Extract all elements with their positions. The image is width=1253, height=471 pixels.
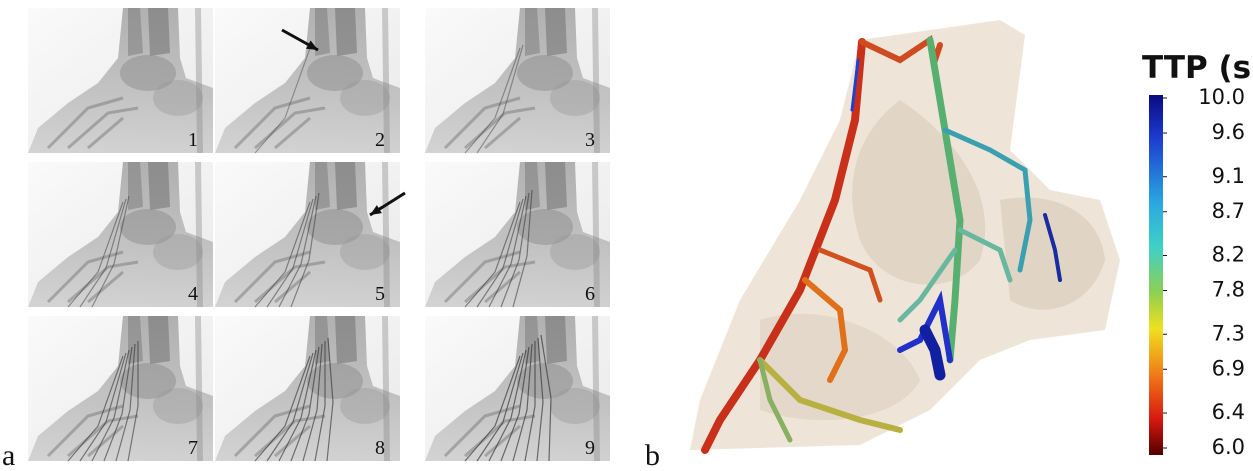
xray-image (215, 8, 400, 153)
xray-frame: 7 (28, 316, 213, 461)
xray-frame: 2 (215, 8, 400, 153)
xray-image (28, 8, 213, 153)
colorbar: TTP (s) 10.0 9.6 9.1 8.7 8.2 7.8 7.3 6.9 6.4 6.0 (1142, 50, 1253, 459)
frame-number: 5 (375, 283, 385, 305)
frame-number: 8 (375, 437, 385, 459)
xray-frame: 9 (425, 316, 610, 461)
xray-frame: 3 (425, 8, 610, 153)
figure: 1 2 3 4 5 6 7 8 9 a b TTP (s) 10.0 9.6 9.1 8.7 8.2 7.… (0, 0, 1253, 471)
colorbar-tick-label: 6.0 (1212, 435, 1245, 459)
xray-frame: 1 (28, 8, 213, 153)
frame-number: 4 (188, 283, 198, 305)
colorbar-tick-label: 9.1 (1212, 164, 1245, 188)
colorbar-gradient (1149, 95, 1163, 455)
colorbar-tick-label: 10.0 (1198, 85, 1245, 109)
colorbar-tick-label: 7.3 (1212, 321, 1245, 345)
xray-frame: 4 (28, 162, 213, 307)
frame-number: 1 (188, 129, 198, 151)
colorbar-tick-label: 7.8 (1212, 278, 1245, 302)
colorbar-ticks: 10.0 9.6 9.1 8.7 8.2 7.8 7.3 6.9 6.4 6.0 (1163, 85, 1245, 459)
xray-image (425, 8, 610, 153)
colorbar-tick-label: 6.4 (1212, 400, 1245, 424)
frame-number: 7 (188, 437, 198, 459)
colorbar-tick-label: 6.9 (1212, 356, 1245, 380)
colorbar-tick-label: 9.6 (1212, 120, 1245, 144)
xray-frame: 8 (215, 316, 400, 461)
frame-number: 6 (585, 283, 595, 305)
panel-label: b (645, 439, 660, 471)
colorbar-tick-label: 8.2 (1212, 243, 1245, 267)
colorbar-tick-label: 8.7 (1212, 199, 1245, 223)
frame-number: 9 (585, 437, 595, 459)
panel-label: a (2, 439, 15, 471)
colorbar-title: TTP (s) (1142, 50, 1253, 86)
frame-number: 3 (585, 129, 595, 151)
xray-frame: 5 (215, 162, 400, 307)
render-3d (690, 20, 1120, 450)
frame-number: 2 (375, 129, 385, 151)
panel-a: 1 2 3 4 5 6 7 8 9 (28, 8, 610, 461)
xray-frame: 6 (425, 162, 610, 307)
